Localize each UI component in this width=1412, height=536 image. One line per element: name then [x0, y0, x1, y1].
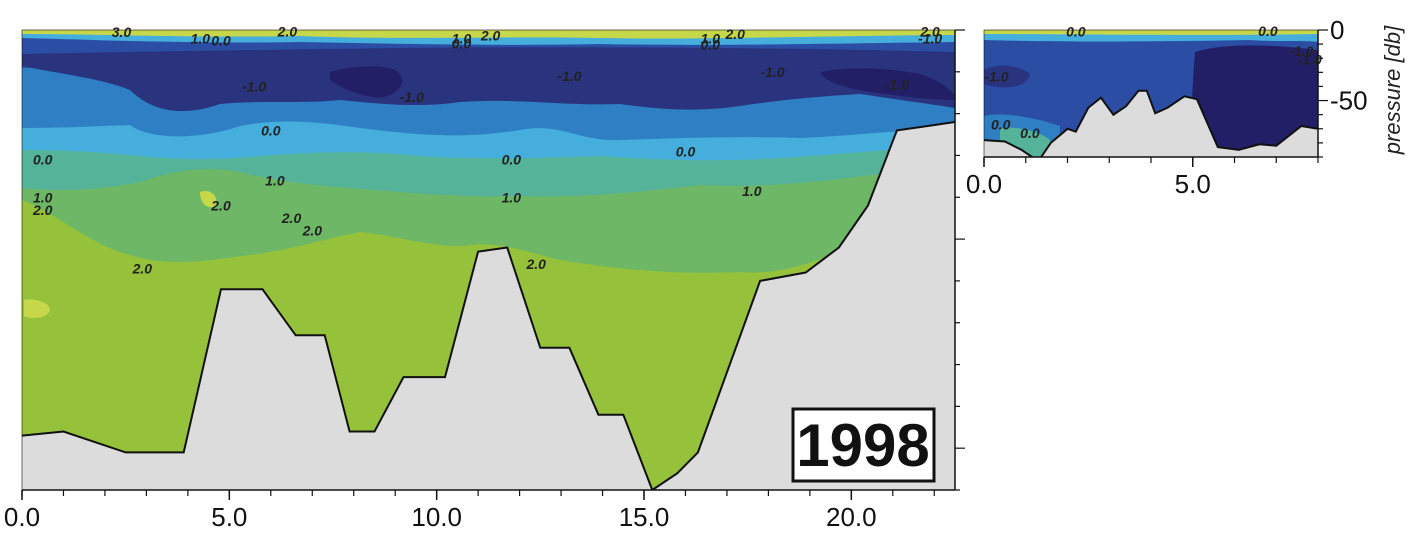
- y-tick-label: -50: [1330, 86, 1368, 116]
- inset-field: [984, 30, 1318, 157]
- contour-label: 0.0: [991, 117, 1011, 133]
- inset-x-axis: 0.0 5.0: [966, 156, 1319, 199]
- x-tick-label: 10.0: [411, 502, 462, 532]
- inset-y-axis-title: pressure [db]: [1380, 25, 1405, 155]
- year-label-box: 1998: [791, 407, 936, 483]
- contour-label: -1.0: [242, 79, 266, 95]
- inset-y-axis: 0 -50: [1317, 15, 1368, 158]
- contour-label: 3.0: [112, 24, 132, 40]
- main-band-surface-warm: [22, 30, 955, 39]
- contour-label: 1.0: [502, 189, 522, 205]
- contour-label: 1.0: [265, 173, 285, 189]
- contour-label: 2.0: [302, 223, 323, 239]
- contour-label: 1.0: [33, 189, 53, 205]
- main-warm-patch-2: [200, 190, 217, 208]
- x-tick-label: 5.0: [1175, 169, 1211, 199]
- contour-label: -1.0: [1298, 52, 1322, 68]
- main-y-axis: [954, 29, 965, 491]
- main-band-minus1-deep-b: [820, 68, 955, 100]
- main-band-minus1-deep-a: [330, 66, 403, 98]
- contour-label: 2.0: [480, 27, 501, 43]
- main-bottom-topography: [22, 122, 955, 490]
- contour-label: 0.0: [452, 35, 472, 51]
- main-panel: 3.0 1.0 0.02.0 1.00.0 2.0 1.00.02.0 2.0-1.0-1.…: [4, 23, 965, 532]
- x-tick-label: 0.0: [4, 502, 40, 532]
- x-tick-label: 20.0: [826, 502, 877, 532]
- contour-label: -1.0: [760, 64, 784, 80]
- inset-cold-patch: [984, 65, 1030, 88]
- contour-label: 2.0: [32, 202, 53, 218]
- contour-label: 0.0: [1020, 125, 1040, 141]
- main-x-axis: 0.0 5.0 10.0 15.0 20.0: [4, 489, 955, 532]
- contour-label: 2.0: [277, 23, 298, 39]
- contour-label: -1.0: [885, 76, 909, 92]
- main-warm-patch: [24, 299, 50, 318]
- contour-label: -1.0: [918, 30, 942, 46]
- inset-surface-warm: [984, 30, 1318, 35]
- contour-label: 0.0: [1258, 23, 1278, 39]
- contour-label: -1.0: [400, 89, 424, 105]
- x-tick-label: 15.0: [619, 502, 670, 532]
- contour-label: 0.0: [676, 143, 696, 159]
- contour-label: 2.0: [210, 198, 231, 214]
- contour-label: 2.0: [281, 210, 302, 226]
- contour-label: 2.0: [919, 23, 940, 39]
- inset-panel: 0.0 0.0-1.0-1.0-1.00.00.0 0.0 5.0 0-50 pre…: [966, 15, 1405, 199]
- contour-label: 1.0: [701, 30, 721, 46]
- inset-contour-labels: 0.0 0.0-1.0-1.0-1.00.00.0: [984, 23, 1322, 141]
- contour-label: -1.0: [1289, 43, 1313, 59]
- y-tick-label: 0: [1330, 15, 1344, 45]
- contour-label: 1.0: [191, 30, 211, 46]
- contour-label: 0.0: [502, 152, 522, 168]
- main-contour-labels: 3.0 1.0 0.02.0 1.00.0 2.0 1.00.02.0 2.0-1.0-1.…: [32, 23, 942, 276]
- contour-label: 0.0: [1066, 23, 1086, 39]
- x-tick-label: 5.0: [211, 502, 247, 532]
- inset-bottom-outline: [984, 89, 1318, 157]
- contour-label: 0.0: [33, 152, 53, 168]
- contour-label: 0.0: [701, 37, 721, 53]
- main-band-minus1: [22, 47, 955, 112]
- year-label: 1998: [796, 412, 929, 479]
- contour-label: 0.0: [261, 122, 281, 138]
- contour-label: 2.0: [132, 260, 153, 276]
- contour-label: -1.0: [984, 69, 1008, 85]
- main-bottom-outline: [22, 121, 955, 490]
- contour-label: -1.0: [557, 68, 581, 84]
- contour-label: 0.0: [211, 33, 231, 49]
- inset-deep-core: [1191, 45, 1318, 157]
- contour-label: 1.0: [452, 30, 472, 46]
- inset-bottom-topography: [984, 90, 1318, 157]
- contour-label: 2.0: [724, 26, 745, 42]
- contour-label: 1.0: [742, 183, 762, 199]
- x-tick-label: 0.0: [966, 169, 1002, 199]
- contour-label: 2.0: [525, 256, 546, 272]
- main-field: [22, 30, 955, 490]
